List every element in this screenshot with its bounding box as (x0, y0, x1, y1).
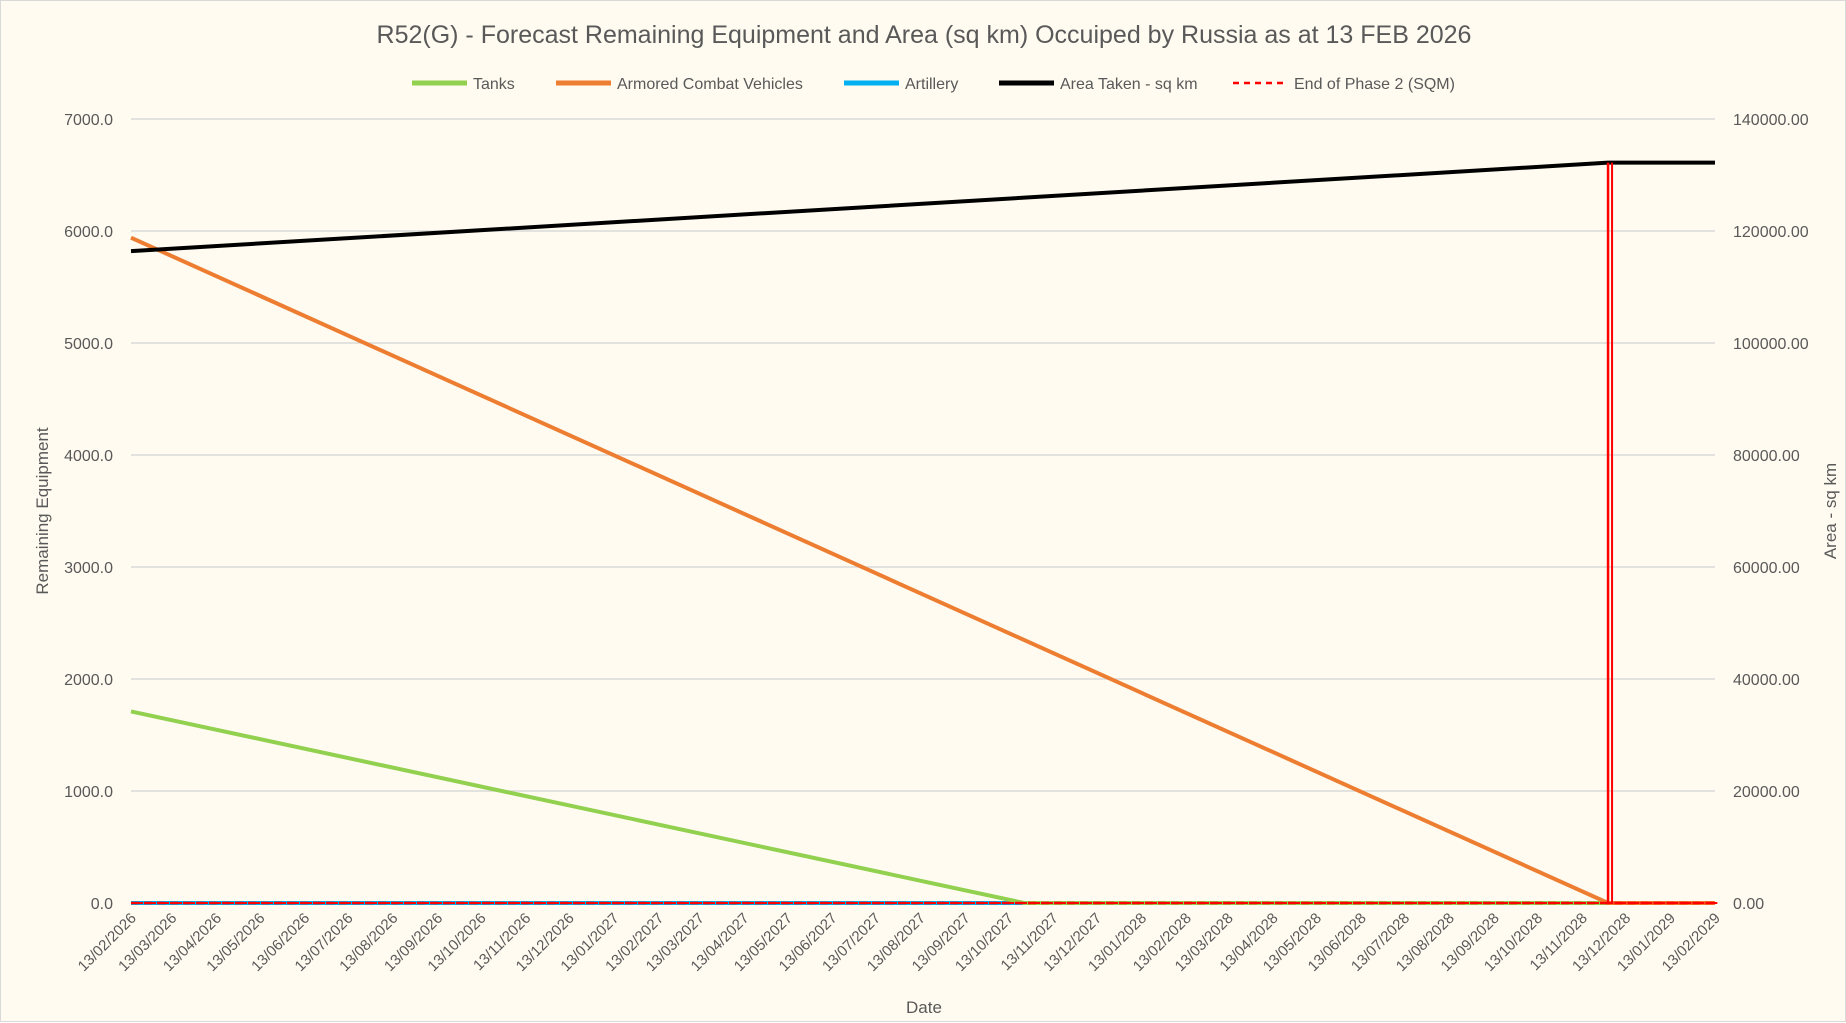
series-line-armored-combat-vehicles (130, 235, 1715, 905)
legend-label: Artillery (905, 76, 958, 93)
series-lines (130, 160, 1719, 905)
y2-tick-label: 140000.00 (1733, 112, 1809, 129)
series-line-end-of-phase-2 (131, 162, 1715, 905)
y-tick-label: 6000.0 (64, 224, 113, 241)
y-tick-label: 3000.0 (64, 560, 113, 577)
y-axis-left-label: Remaining Equipment (33, 427, 52, 595)
y2-tick-label: 40000.00 (1733, 672, 1800, 689)
y-axis-right-label: Area - sq km (1821, 463, 1840, 559)
y-axis-left-ticks: 0.0 1000.0 2000.0 3000.0 4000.0 5000.0 6000.0 7… (64, 112, 113, 913)
y2-tick-label: 120000.00 (1733, 224, 1809, 241)
y-tick-label: 2000.0 (64, 672, 113, 689)
series-line-end-of-phase-2-offset (135, 162, 1719, 904)
y-tick-label: 1000.0 (64, 784, 113, 801)
y2-tick-label: 80000.00 (1733, 448, 1800, 465)
legend-label: Area Taken - sq km (1060, 76, 1198, 93)
chart-title: R52(G) - Forecast Remaining Equipment an… (377, 21, 1472, 49)
y2-tick-label: 60000.00 (1733, 560, 1800, 577)
legend-label: Armored Combat Vehicles (617, 76, 803, 93)
legend-item: Area Taken - sq km (999, 76, 1198, 93)
y2-tick-label: 0.00 (1733, 896, 1764, 913)
legend-item: Armored Combat Vehicles (556, 76, 803, 93)
legend-item: End of Phase 2 (SQM) (1233, 76, 1455, 93)
series-line-tanks (130, 709, 1715, 905)
legend: Tanks Armored Combat Vehicles Artillery Are… (412, 76, 1455, 93)
y-tick-label: 7000.0 (64, 112, 113, 129)
series-line-area-taken-sq-km (130, 160, 1715, 254)
legend-item: Artillery (844, 76, 958, 93)
legend-item: Tanks (412, 76, 515, 93)
y-tick-label: 5000.0 (64, 336, 113, 353)
y2-tick-label: 100000.00 (1733, 336, 1809, 353)
y-tick-label: 0.0 (91, 896, 113, 913)
legend-label: End of Phase 2 (SQM) (1294, 76, 1455, 93)
y2-tick-label: 20000.00 (1733, 784, 1800, 801)
x-axis-ticks: 13/02/202613/03/202613/04/202613/05/2026… (75, 910, 1724, 975)
y-axis-right-ticks: 0.00 20000.00 40000.00 60000.00 80000.00 1000… (1733, 112, 1809, 913)
legend-label: Tanks (473, 76, 515, 93)
x-axis-label: Date (906, 998, 942, 1017)
y-tick-label: 4000.0 (64, 448, 113, 465)
